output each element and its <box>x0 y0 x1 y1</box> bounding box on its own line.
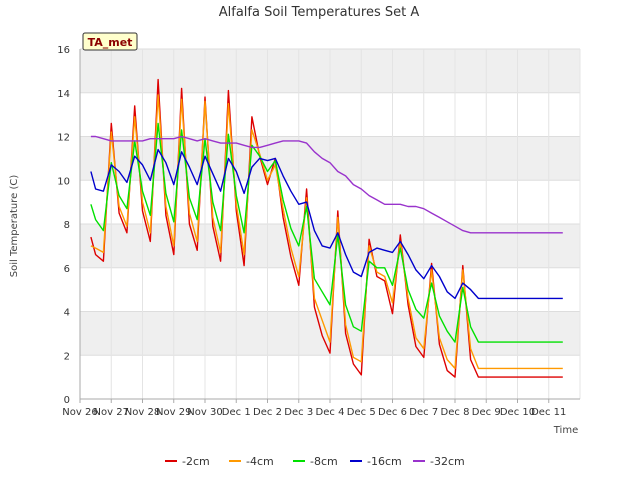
y-tick-label: 6 <box>64 264 70 275</box>
badge-label: TA_met <box>88 36 133 49</box>
legend-label: -4cm <box>246 455 274 468</box>
x-tick-label: Dec 8 <box>441 407 470 418</box>
y-tick-label: 2 <box>64 351 70 362</box>
x-tick-label: Dec 2 <box>253 407 282 418</box>
x-tick-label: Dec 4 <box>316 407 345 418</box>
x-tick-label: Nov 27 <box>94 407 129 418</box>
series-line <box>90 148 563 300</box>
legend-label: -2cm <box>182 455 210 468</box>
y-tick-label: 8 <box>64 220 70 231</box>
y-tick-label: 14 <box>57 89 70 100</box>
y-tick-label: 10 <box>57 176 70 187</box>
y-tick-label: 4 <box>64 308 70 319</box>
legend: -2cm -4cm -8cm -16cm -32cm <box>165 455 465 468</box>
legend-label: -8cm <box>310 455 338 468</box>
x-tick-label: Dec 9 <box>472 407 501 418</box>
x-tick-label: Nov 26 <box>62 407 97 418</box>
legend-label: -32cm <box>430 455 465 468</box>
x-tick-label: Nov 29 <box>156 407 191 418</box>
x-tick-label: Dec 1 <box>222 407 251 418</box>
y-tick-label: 0 <box>64 395 70 406</box>
legend-label: -16cm <box>367 455 402 468</box>
x-tick-label: Dec 5 <box>347 407 376 418</box>
series-line <box>90 78 563 378</box>
x-tick-label: Dec 10 <box>500 407 535 418</box>
series-lines <box>90 78 563 378</box>
series-line <box>90 135 563 234</box>
series-line <box>90 122 563 343</box>
x-axis-label: Time <box>553 425 578 436</box>
badge: TA_met <box>82 32 138 51</box>
x-tick-label: Dec 7 <box>409 407 438 418</box>
series-line <box>90 94 563 370</box>
x-tick-label: Dec 11 <box>531 407 566 418</box>
chart-title: Alfalfa Soil Temperatures Set A <box>219 5 420 20</box>
badge-box <box>82 32 138 51</box>
x-tick-label: Dec 6 <box>378 407 407 418</box>
y-axis-label: Soil Temperature (C) <box>9 175 20 278</box>
x-tick-label: Nov 30 <box>187 407 222 418</box>
y-tick-label: 12 <box>57 133 70 144</box>
x-tick-label: Nov 28 <box>125 407 160 418</box>
x-tick-label: Dec 3 <box>284 407 313 418</box>
y-tick-label: 16 <box>57 45 70 56</box>
